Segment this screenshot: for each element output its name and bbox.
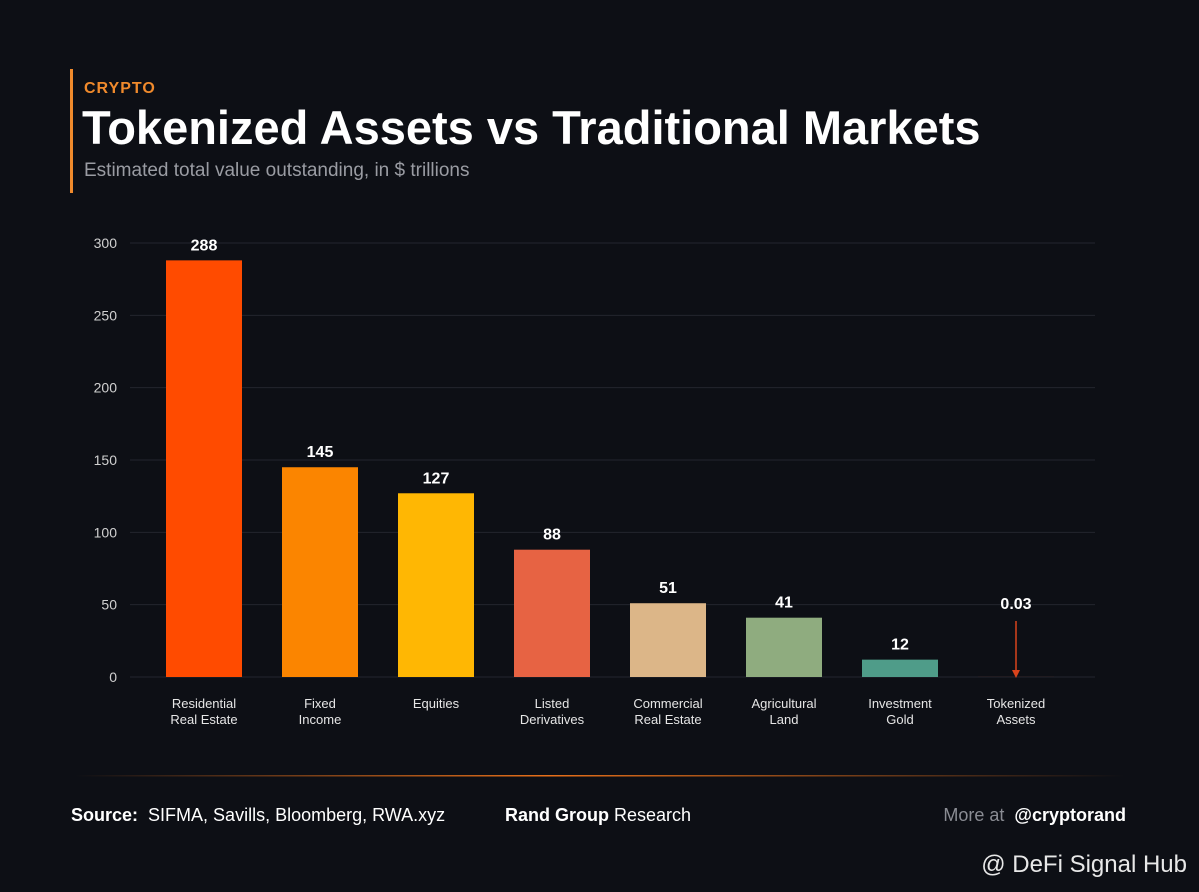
bar: [398, 493, 474, 677]
source: Source: SIFMA, Savills, Bloomberg, RWA.x…: [71, 805, 445, 826]
bar: [514, 549, 590, 677]
value-label: 0.03: [1000, 596, 1031, 613]
footer-divider: [75, 775, 1125, 777]
y-tick-label: 0: [109, 669, 117, 685]
bar: [862, 659, 938, 677]
x-tick-label: Commercial Real Estate: [633, 696, 703, 727]
title: Tokenized Assets vs Traditional Markets: [82, 101, 981, 154]
watermark: @ DeFi Signal Hub: [981, 851, 1187, 878]
x-tick-label: Agricultural Land: [751, 696, 817, 727]
y-tick-label: 50: [101, 597, 117, 613]
x-tick-label: Tokenized Assets: [986, 696, 1046, 727]
source-label: Source:: [71, 805, 139, 825]
y-tick-label: 300: [94, 235, 118, 251]
brand-name: Rand Group: [505, 805, 609, 825]
bar: [630, 603, 706, 677]
source-text: SIFMA, Savills, Bloomberg, RWA.xyz: [148, 805, 446, 825]
subtitle: Estimated total value outstanding, in $ …: [84, 160, 470, 181]
brand: Rand Group Research: [505, 805, 691, 826]
x-tick-label: Residential Real Estate: [170, 696, 238, 727]
accent-bar: [70, 69, 73, 193]
pointer-arrowhead: [1012, 670, 1020, 678]
value-label: 51: [659, 580, 677, 597]
more-label: More at: [943, 805, 1005, 825]
more: More at @cryptorand: [943, 805, 1126, 826]
value-label: 41: [775, 595, 793, 612]
x-tick-label: Equities: [412, 696, 460, 711]
x-tick-label: Listed Derivatives: [519, 696, 585, 727]
x-tick-label: Fixed Income: [298, 696, 342, 727]
handle[interactable]: @cryptorand: [1014, 805, 1126, 825]
y-tick-label: 100: [94, 524, 118, 540]
bar: [746, 617, 822, 677]
bar: [166, 260, 242, 677]
kicker: CRYPTO: [84, 80, 156, 97]
value-label: 288: [191, 237, 218, 254]
bar: [282, 467, 358, 677]
value-label: 127: [423, 470, 450, 487]
value-label: 145: [307, 444, 334, 461]
brand-suffix: Research: [614, 805, 692, 825]
y-tick-label: 250: [94, 307, 118, 323]
value-label: 12: [891, 637, 909, 654]
y-tick-label: 150: [94, 452, 118, 468]
x-tick-label: Investment Gold: [868, 696, 932, 727]
y-tick-label: 200: [94, 380, 118, 396]
value-label: 88: [543, 527, 561, 544]
